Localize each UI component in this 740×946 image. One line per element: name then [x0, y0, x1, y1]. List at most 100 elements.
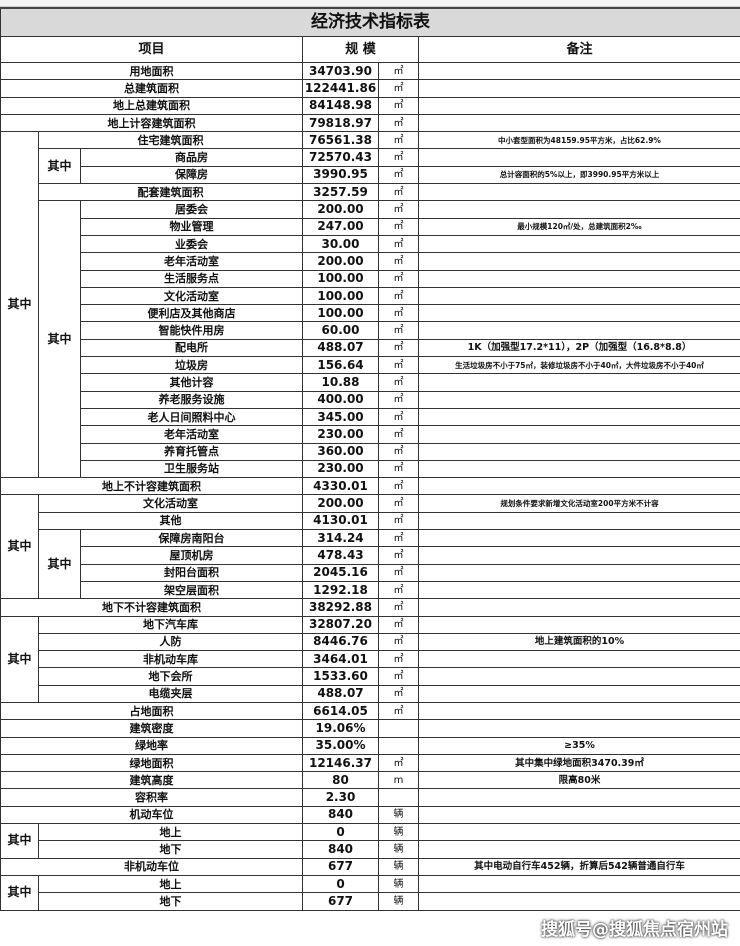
row-value: 19.06%	[302, 719, 379, 738]
row-note	[418, 113, 740, 133]
table-row: 配套建筑面积 3257.59 ㎡	[1, 183, 740, 202]
row-value: 3990.95	[302, 165, 379, 185]
row-value: 314.24	[302, 529, 379, 548]
row-label: 地下	[38, 840, 303, 859]
table-row: 其中 地下汽车库 32807.20 ㎡	[0, 615, 740, 703]
row-note	[418, 390, 740, 409]
table-row: 电缆夹层 488.07 ㎡	[1, 684, 740, 703]
row-note	[418, 148, 740, 167]
row-value: 345.00	[302, 407, 379, 427]
row-note	[418, 805, 740, 825]
row-value: 100.00	[302, 304, 379, 323]
row-value: 60.00	[302, 321, 379, 340]
row-note: 地上建筑面积的10%	[418, 632, 740, 652]
row-unit: ㎡	[378, 304, 419, 323]
row-unit: m	[378, 771, 419, 790]
row-note	[418, 840, 740, 859]
row-note: 其中集中绿地面积3470.39㎡	[418, 753, 740, 773]
row-value: 100.00	[302, 286, 379, 306]
table-row: 其中 地上 0 辆	[0, 874, 740, 911]
row-value: 230.00	[302, 425, 379, 444]
row-value: 2.30	[302, 788, 379, 807]
row-label: 保障房	[80, 165, 303, 185]
row-unit: ㎡	[378, 511, 419, 531]
table-row: 总建筑面积 122441.86 ㎡	[0, 79, 740, 98]
row-note: 1K（加强型17.2*11），2P（加强型（16.8*8.8）	[418, 338, 740, 358]
row-note	[418, 477, 740, 496]
row-value: 84148.98	[302, 96, 379, 115]
table-row: 智能快件用房 60.00 ㎡	[1, 321, 740, 340]
row-unit: ㎡	[378, 217, 419, 236]
row-value: 200.00	[302, 494, 379, 513]
group-label-qizhong: 其中	[0, 874, 39, 911]
row-label: 卫生服务站	[80, 459, 303, 479]
row-value: 247.00	[302, 217, 379, 236]
table-row: 屋顶机房 478.43 ㎡	[1, 546, 740, 565]
table-row: 业委会 30.00 ㎡	[1, 234, 740, 254]
row-unit: ㎡	[378, 286, 419, 306]
table-row: 非机动车库 3464.01 ㎡	[1, 650, 740, 669]
table-row: 其中 地上 0 辆	[0, 823, 740, 859]
row-unit: ㎡	[378, 79, 419, 98]
row-unit: ㎡	[378, 373, 419, 392]
row-note: ≥35%	[418, 736, 740, 755]
row-note	[418, 425, 740, 444]
row-unit: ㎡	[378, 598, 419, 617]
row-value: 8446.76	[302, 632, 379, 652]
row-value: 478.43	[302, 546, 379, 565]
row-label: 配套建筑面积	[38, 183, 303, 202]
row-value: 3464.01	[302, 650, 379, 669]
row-value: 200.00	[302, 200, 379, 219]
row-unit	[378, 736, 419, 755]
row-note	[418, 61, 740, 81]
row-unit	[378, 719, 419, 738]
row-value: 12146.37	[302, 753, 379, 773]
table-header-row: 项目 规 模 备注	[0, 36, 740, 63]
table-row: 封阳台面积 2045.16 ㎡	[1, 563, 740, 582]
row-note: 最小规模120㎡/处，总建筑面积2‰	[418, 217, 740, 236]
row-value: 32807.20	[302, 615, 379, 634]
row-unit: ㎡	[378, 546, 419, 565]
row-value: 10.88	[302, 373, 379, 392]
row-note	[418, 286, 740, 306]
row-unit: ㎡	[378, 113, 419, 133]
row-note: 中小套型面积为48159.95平方米，占比62.9%	[418, 131, 740, 150]
group-label-qizhong: 其中	[0, 823, 39, 859]
row-note	[418, 200, 740, 219]
row-value: 76561.38	[302, 131, 379, 150]
row-note	[418, 183, 740, 202]
row-unit: ㎡	[378, 165, 419, 185]
row-unit: ㎡	[378, 615, 419, 634]
row-unit: ㎡	[378, 529, 419, 548]
row-label: 养老服务设施	[80, 390, 303, 409]
row-value: 840	[302, 805, 379, 825]
row-value: 80	[302, 771, 379, 790]
row-note	[418, 598, 740, 617]
row-label: 其他计容	[80, 373, 303, 392]
row-label: 住宅建筑面积	[38, 131, 303, 150]
table-row: 其他计容 10.88 ㎡	[1, 373, 740, 392]
row-label: 屋顶机房	[80, 546, 303, 565]
table-row: 地下 840 辆	[1, 840, 740, 859]
row-label: 地下不计容建筑面积	[0, 598, 303, 617]
table-row: 占地面积 6614.05 ㎡	[0, 701, 740, 721]
table-row: 绿地率 35.00% ≥35%	[0, 736, 740, 755]
row-label: 地上	[38, 823, 303, 842]
row-note: 总计容面积的5%以上，即3990.95平方米以上	[418, 165, 740, 185]
table-row: 地下会所 1533.60 ㎡	[1, 667, 740, 686]
table-row: 架空层面积 1292.18 ㎡	[1, 580, 740, 600]
row-label: 居委会	[80, 200, 303, 219]
row-value: 488.07	[302, 338, 379, 358]
row-unit: ㎡	[378, 632, 419, 652]
row-label: 文化活动室	[38, 494, 303, 513]
table-row: 老年活动室 200.00 ㎡	[1, 252, 740, 271]
group-label-qizhong: 其中	[38, 529, 81, 600]
table-row: 建筑密度 19.06%	[0, 719, 740, 738]
row-label: 地上计容建筑面积	[0, 113, 303, 133]
table-row: 老人日间照料中心 345.00 ㎡	[1, 407, 740, 427]
row-note	[418, 321, 740, 340]
row-unit: ㎡	[378, 442, 419, 461]
row-note	[418, 96, 740, 115]
row-label: 老年活动室	[80, 425, 303, 444]
row-unit: 辆	[378, 840, 419, 859]
